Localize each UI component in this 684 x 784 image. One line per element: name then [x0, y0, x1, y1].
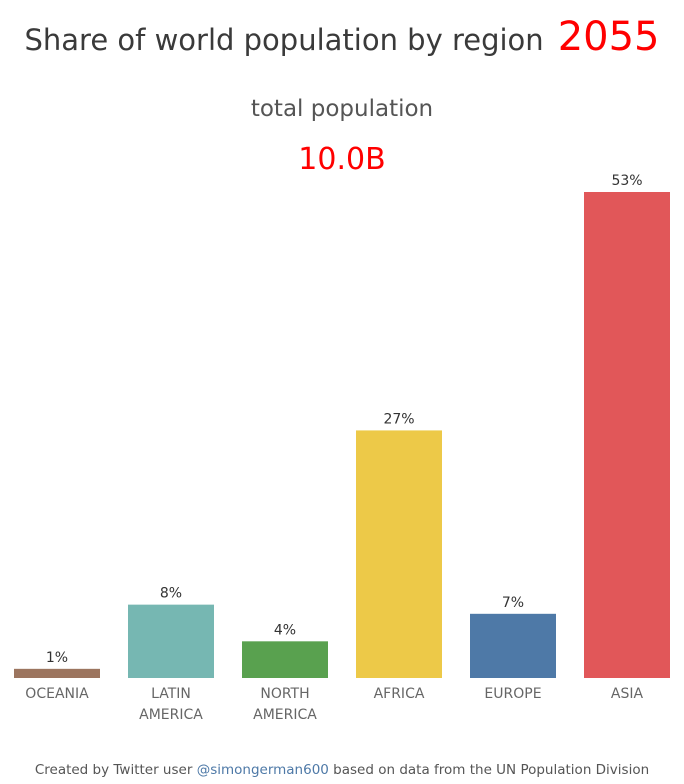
category-label: AFRICA: [374, 686, 425, 702]
twitter-handle-link[interactable]: @simongerman600: [196, 762, 329, 778]
value-label: 1%: [46, 650, 68, 666]
footer-suffix: based on data from the UN Population Div…: [333, 762, 650, 778]
category-label: OCEANIA: [25, 686, 89, 702]
chart-title: Share of world population by region: [24, 23, 544, 57]
bar-chart: 1% OCEANIA 8% LATIN AMERICA 4% NORTH AMERICA 27%…: [14, 173, 670, 723]
year-label: 2055: [557, 14, 660, 60]
bar-oceania[interactable]: [14, 668, 100, 678]
bar-latin-america[interactable]: [128, 604, 214, 678]
value-label: 27%: [383, 411, 414, 427]
category-label: AMERICA: [253, 707, 317, 723]
total-population-value: 10.0B: [298, 142, 386, 177]
value-label: 53%: [611, 173, 642, 189]
bar-asia[interactable]: [584, 192, 670, 678]
bar-europe[interactable]: [470, 613, 556, 678]
title-row: Share of world population by region 2055: [0, 14, 684, 70]
footer-prefix: Created by Twitter user: [34, 762, 193, 778]
category-label: EUROPE: [484, 686, 541, 702]
category-label: ASIA: [611, 686, 644, 702]
bar-africa[interactable]: [356, 430, 442, 678]
category-label: LATIN: [151, 686, 191, 702]
value-label: 7%: [502, 595, 524, 611]
category-label: AMERICA: [139, 707, 203, 723]
category-label: NORTH: [260, 686, 309, 702]
subtitle: total population: [250, 96, 434, 122]
bar-north-america[interactable]: [242, 641, 328, 678]
value-label: 8%: [160, 586, 182, 602]
value-label: 4%: [274, 622, 296, 638]
footer-credit: Created by Twitter user @simongerman600 …: [0, 762, 684, 778]
